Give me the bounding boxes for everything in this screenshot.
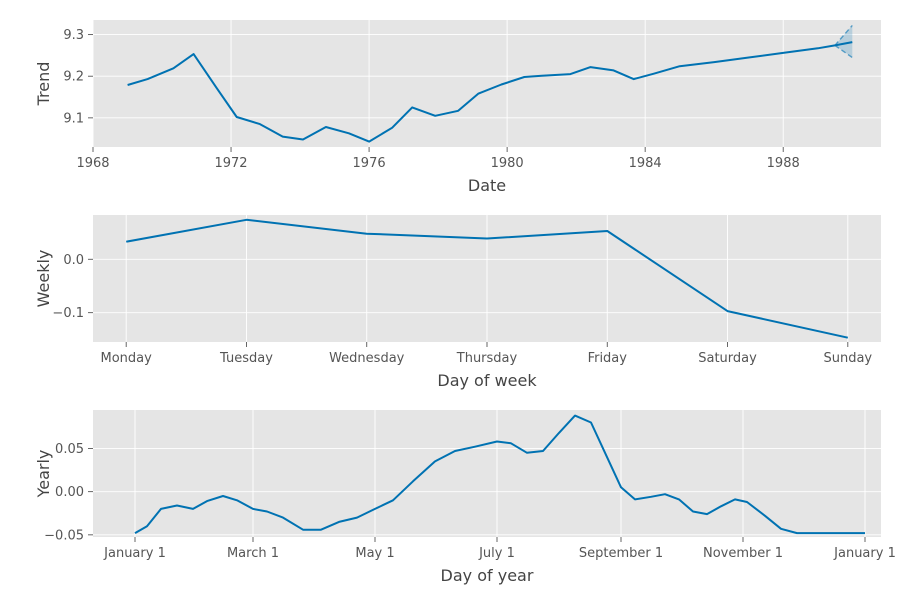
trend-x-tick-label: 1984 <box>629 156 662 171</box>
yearly-x-tick-label: July 1 <box>478 546 515 561</box>
trend-x-axis-label: Date <box>468 176 506 195</box>
trend-uncertainty-band <box>834 25 853 58</box>
trend-series-line <box>127 41 853 143</box>
yearly-y-axis-label: Yearly <box>34 450 53 499</box>
yearly-series-line <box>134 414 865 535</box>
weekly-x-tick-label: Saturday <box>698 351 757 366</box>
trend-y-tick-label: 9.2 <box>63 70 84 85</box>
weekly-panel: Monday Tuesday Wednesday Thursday Friday Satu… <box>34 215 881 390</box>
trend-x-tick-label: 1968 <box>76 156 109 171</box>
weekly-y-axis-label: Weekly <box>34 250 53 308</box>
yearly-x-tick-label: March 1 <box>227 546 279 561</box>
weekly-x-tick-label: Sunday <box>823 351 872 366</box>
yearly-plot-area <box>93 410 881 537</box>
weekly-x-tick-label: Tuesday <box>219 351 273 366</box>
yearly-x-tick-label: September 1 <box>579 546 663 561</box>
weekly-x-tick-label: Thursday <box>456 351 518 366</box>
trend-x-tick-label: 1976 <box>353 156 386 171</box>
weekly-y-tick-label: −0.1 <box>52 306 84 321</box>
yearly-x-axis-label: Day of year <box>441 566 534 585</box>
weekly-x-tick-label: Wednesday <box>329 351 405 366</box>
yearly-y-tick-label: 0.00 <box>55 485 84 500</box>
trend-y-axis-label: Trend <box>34 62 53 107</box>
trend-x-tick-label: 1980 <box>491 156 524 171</box>
trend-x-tick-label: 1988 <box>767 156 800 171</box>
trend-y-tick-label: 9.3 <box>63 28 84 43</box>
trend-panel: 1968 1972 1976 1980 1984 1988 9.1 9.2 9.3 Date Tre… <box>34 20 881 195</box>
yearly-x-tick-label: November 1 <box>703 546 783 561</box>
yearly-x-tick-label: January 1 <box>103 546 166 561</box>
yearly-y-tick-label: 0.05 <box>55 442 84 457</box>
trend-x-tick-label: 1972 <box>214 156 247 171</box>
yearly-y-tick-label: −0.05 <box>44 528 84 543</box>
yearly-x-tick-label: January 1 <box>833 546 896 561</box>
trend-uncertainty-upper-edge <box>834 24 853 46</box>
weekly-x-axis-label: Day of week <box>437 371 537 390</box>
yearly-panel: January 1 March 1 May 1 July 1 September 1 No… <box>34 410 896 585</box>
weekly-x-tick-label: Friday <box>588 351 628 366</box>
trend-plot-area <box>93 20 881 147</box>
weekly-x-tick-label: Monday <box>101 351 153 366</box>
weekly-y-tick-label: 0.0 <box>63 253 84 268</box>
yearly-x-tick-label: May 1 <box>355 546 394 561</box>
weekly-series-line <box>126 218 849 339</box>
trend-y-tick-label: 9.1 <box>63 111 84 126</box>
trend-uncertainty-lower-edge <box>834 44 853 59</box>
